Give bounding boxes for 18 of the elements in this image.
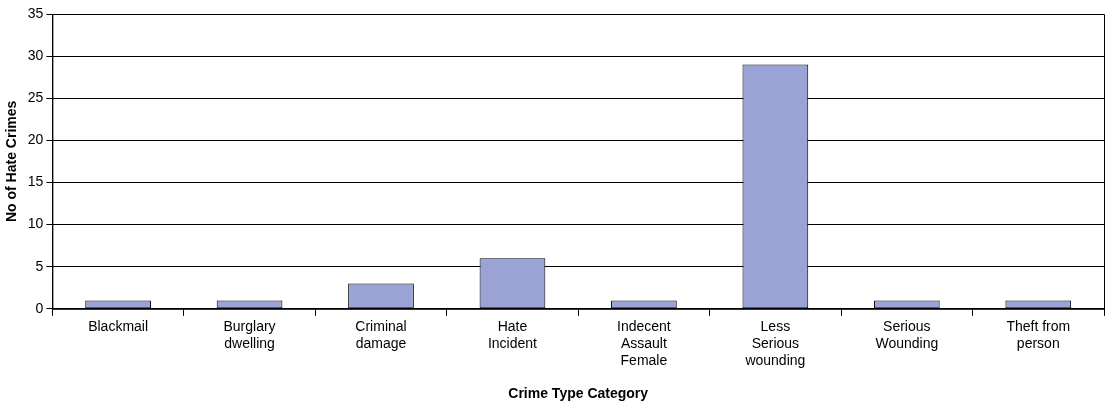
y-tick-label: 30 <box>27 46 44 63</box>
x-tick-label: Criminal damage <box>355 318 407 351</box>
y-tick-label: 25 <box>27 89 44 106</box>
y-tick-label: 5 <box>35 257 44 274</box>
y-tick-label: 35 <box>27 4 44 21</box>
y-tick-label: 10 <box>27 215 44 232</box>
x-tick-label: Serious Wounding <box>875 318 939 351</box>
x-tick-label: Theft from person <box>1006 318 1071 351</box>
y-axis-title: No of Hate Crimes <box>3 100 20 223</box>
x-tick-label: Less Serious wounding <box>744 318 806 368</box>
y-tick-label: 15 <box>27 173 44 190</box>
y-tick-label: 0 <box>35 299 44 316</box>
x-tick-label: Burglary dwelling <box>223 318 276 351</box>
x-tick-label: Hate Incident <box>487 318 538 351</box>
x-tick-label: Indecent Assault Female <box>617 318 671 368</box>
x-axis-title: Crime Type Category <box>508 385 649 402</box>
x-tick-label: Blackmail <box>88 318 149 335</box>
y-tick-label: 20 <box>27 131 44 148</box>
